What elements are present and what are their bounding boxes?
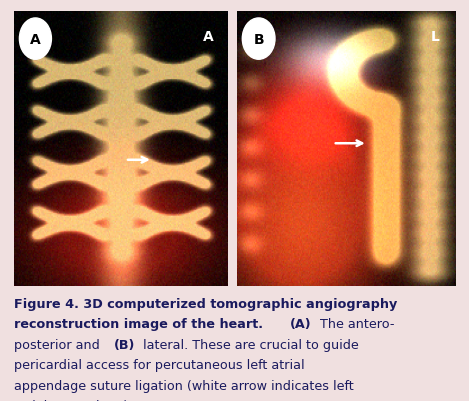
Text: L: L <box>431 30 440 44</box>
Text: lateral. These are crucial to guide: lateral. These are crucial to guide <box>139 338 359 350</box>
Text: Figure 4. 3D computerized tomographic angiography: Figure 4. 3D computerized tomographic an… <box>14 297 397 310</box>
Text: B: B <box>253 32 264 47</box>
Circle shape <box>19 19 52 60</box>
Text: pericardial access for percutaneous left atrial: pericardial access for percutaneous left… <box>14 358 305 371</box>
Text: appendage suture ligation (white arrow indicates left: appendage suture ligation (white arrow i… <box>14 379 354 391</box>
Text: posterior and: posterior and <box>14 338 104 350</box>
Text: A: A <box>203 30 214 44</box>
Text: (A): (A) <box>290 317 312 330</box>
Circle shape <box>242 19 275 60</box>
Text: (B): (B) <box>114 338 136 350</box>
Text: reconstruction image of the heart.: reconstruction image of the heart. <box>14 317 268 330</box>
Text: The antero-: The antero- <box>316 317 394 330</box>
Text: atrial appendage).: atrial appendage). <box>14 399 132 401</box>
Text: A: A <box>30 32 41 47</box>
